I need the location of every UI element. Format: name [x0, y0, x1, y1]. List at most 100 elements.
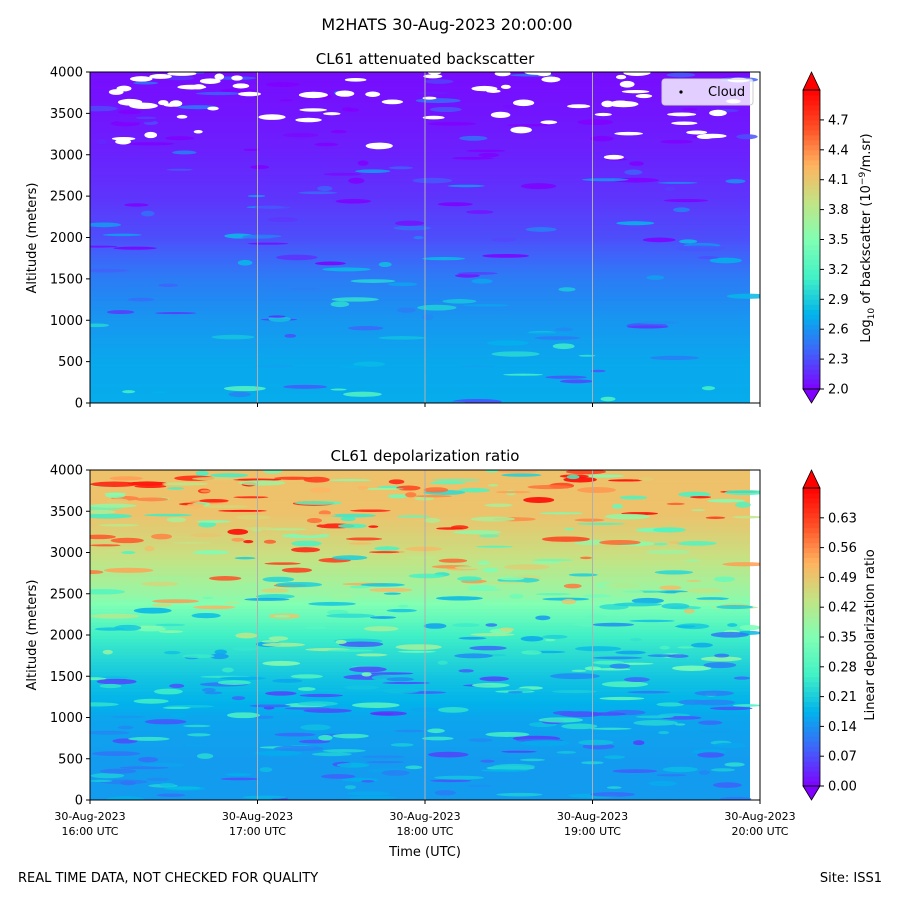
- bot-texture-streak: [133, 698, 169, 704]
- bot-colorbar-segment: [803, 572, 820, 578]
- top-altitude-band: [90, 373, 750, 378]
- bot-colorbar-segment: [803, 676, 820, 683]
- bot-colorbar-segment: [803, 492, 820, 499]
- bot-texture-streak: [357, 486, 369, 491]
- top-texture-streak: [155, 312, 197, 315]
- top-altitude-band: [90, 247, 750, 252]
- top-texture-streak: [578, 354, 596, 357]
- bot-texture-streak: [133, 607, 172, 614]
- top-texture-streak: [247, 242, 289, 245]
- bot-colorbar-segment: [803, 661, 820, 668]
- bot-texture-streak: [90, 779, 113, 783]
- top-texture-streak: [347, 108, 360, 112]
- backscatter-colorbar: 2.0 2.3 2.6 2.9 3.2 3.5 3.8 4.1 4.4 4.7: [802, 71, 849, 404]
- top-y-tick-label: 1000: [50, 314, 83, 329]
- cloud-marker: [494, 72, 511, 77]
- bot-texture-streak: [492, 763, 536, 770]
- top-altitude-band: [90, 201, 750, 205]
- bot-texture-streak: [633, 719, 678, 726]
- cloud-marker: [686, 130, 708, 135]
- bot-texture-streak: [347, 791, 390, 796]
- top-altitude-band: [90, 399, 750, 403]
- bot-colorbar-segment: [803, 627, 820, 633]
- top-colorbar-segment: [803, 284, 820, 290]
- bot-altitude-band: [90, 753, 750, 758]
- bot-texture-streak: [388, 479, 405, 485]
- top-altitude-band: [90, 171, 750, 176]
- bot-texture-streak: [685, 559, 700, 562]
- bot-colorbar-segment: [803, 582, 820, 588]
- bot-texture-streak: [204, 691, 223, 695]
- bot-colorbar-tick-label: 0.28: [828, 660, 857, 675]
- top-altitude-band: [90, 214, 750, 219]
- top-y-tick-label: 3500: [50, 107, 83, 122]
- bot-altitude-band: [90, 734, 750, 738]
- top-colorbar-segment: [803, 274, 820, 280]
- bot-altitude-band: [90, 760, 750, 765]
- bot-altitude-band: [90, 783, 750, 788]
- depolarization-heatmap: [90, 470, 760, 800]
- top-altitude-band: [90, 273, 750, 278]
- top-texture-streak: [451, 156, 494, 160]
- cloud-marker: [512, 99, 535, 107]
- top-texture-streak: [559, 379, 593, 384]
- bot-texture-streak: [732, 515, 760, 519]
- bot-texture-streak: [281, 567, 313, 573]
- bot-altitude-band: [90, 582, 750, 587]
- time-tick-date: 30-Aug-2023: [54, 810, 125, 823]
- top-altitude-band: [90, 164, 750, 169]
- top-texture-streak: [491, 351, 540, 357]
- bot-texture-streak: [690, 509, 706, 512]
- top-texture-streak: [387, 282, 418, 287]
- top-colorbar-segment: [803, 249, 820, 255]
- bot-texture-streak: [360, 583, 405, 587]
- top-altitude-band: [90, 379, 750, 384]
- bot-texture-streak: [481, 769, 529, 772]
- bot-texture-streak: [692, 599, 728, 603]
- top-colorbar-tick-label: 3.5: [828, 233, 849, 248]
- bot-altitude-band: [90, 539, 750, 544]
- bot-texture-streak: [541, 536, 591, 542]
- bot-texture-streak: [629, 619, 675, 623]
- top-altitude-band: [90, 283, 750, 288]
- bot-texture-streak: [495, 490, 531, 494]
- backscatter-y-axis-label: Altitude (meters): [25, 183, 40, 294]
- bot-texture-streak: [404, 546, 443, 552]
- top-y-tick-label: 4000: [50, 66, 83, 81]
- bot-texture-streak: [599, 696, 645, 701]
- bot-texture-streak: [304, 626, 327, 629]
- bot-texture-streak: [414, 495, 452, 498]
- top-texture-streak: [135, 116, 157, 120]
- bot-texture-streak: [201, 504, 250, 509]
- top-colorbar-tick-label: 4.1: [828, 173, 849, 188]
- top-texture-streak: [471, 278, 493, 284]
- bot-texture-streak: [151, 533, 172, 540]
- backscatter-panel-title: CL61 attenuated backscatter: [316, 50, 535, 68]
- bot-texture-streak: [90, 481, 139, 487]
- top-altitude-band: [90, 78, 750, 83]
- backscatter-panel: CL61 attenuated backscatter 0 500 1000 1500…: [25, 50, 877, 412]
- bot-altitude-band: [90, 536, 750, 540]
- top-texture-streak: [265, 82, 300, 87]
- bot-colorbar-segment: [803, 766, 820, 772]
- bot-altitude-band: [90, 611, 750, 616]
- bot-y-tick-label: 4000: [50, 464, 83, 479]
- bot-texture-streak: [166, 517, 187, 523]
- top-colorbar-tick-label: 4.7: [828, 113, 849, 128]
- bot-altitude-band: [90, 588, 750, 593]
- bot-texture-streak: [303, 476, 330, 483]
- top-altitude-band: [90, 330, 750, 335]
- bot-texture-streak: [499, 627, 514, 632]
- top-texture-streak: [330, 130, 347, 134]
- top-texture-streak: [673, 207, 690, 213]
- bot-texture-streak: [183, 744, 208, 747]
- top-colorbar-segment: [803, 179, 820, 186]
- bot-texture-streak: [349, 585, 371, 589]
- cloud-marker: [298, 91, 328, 99]
- bot-texture-streak: [539, 512, 584, 515]
- bot-texture-streak: [434, 775, 484, 780]
- bot-colorbar-segment: [803, 537, 820, 544]
- bot-texture-streak: [609, 663, 631, 669]
- top-texture-streak: [663, 198, 709, 203]
- bot-texture-streak: [337, 523, 367, 529]
